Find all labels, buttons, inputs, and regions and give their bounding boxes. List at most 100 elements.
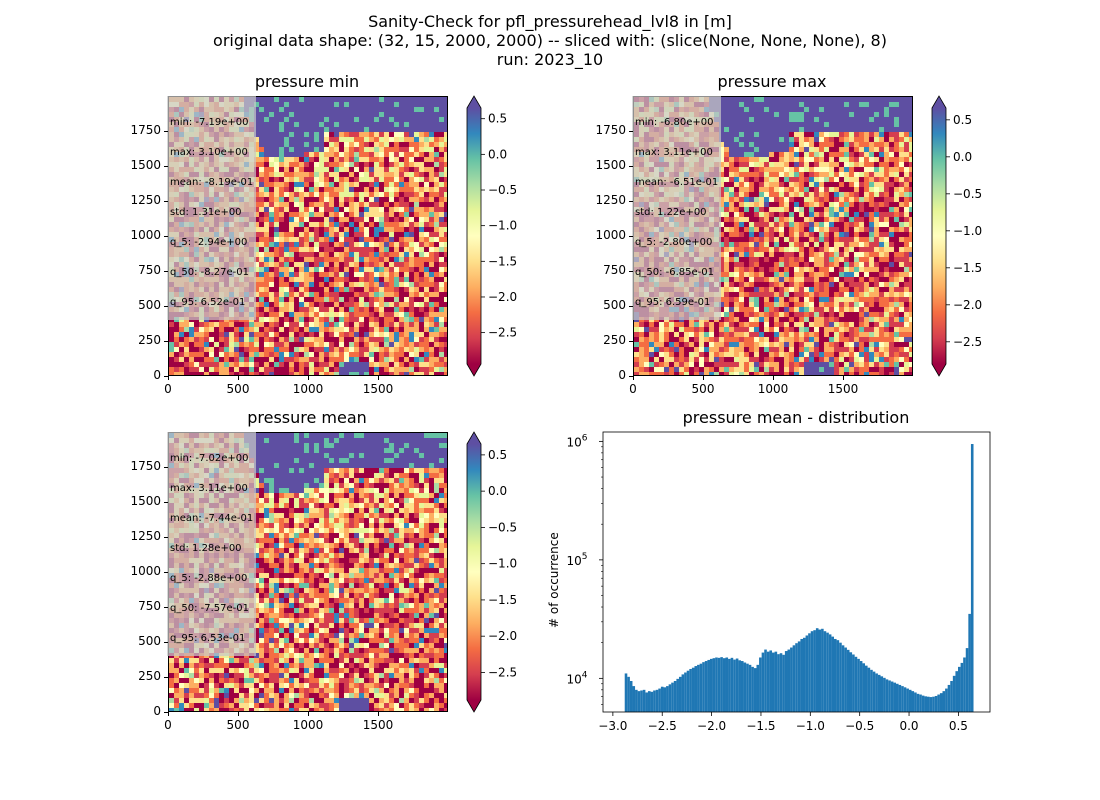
histogram-bar bbox=[970, 444, 974, 712]
colorbar-min: 0.5 0.0 −0.5 −1.0 −1.5 −2.0 −2.5 bbox=[466, 95, 517, 377]
stat-std: std: 1.28e+00 bbox=[170, 543, 242, 554]
histogram-bar bbox=[691, 667, 695, 712]
histogram-bar bbox=[753, 668, 757, 712]
histogram-bar bbox=[958, 666, 961, 712]
histogram-bar bbox=[911, 691, 915, 712]
colorbar-tick-label: 0.0 bbox=[488, 484, 507, 498]
histogram-bar bbox=[666, 686, 669, 712]
histogram-bar bbox=[733, 659, 736, 712]
histogram-bar bbox=[947, 684, 951, 712]
colorbar-tick-label: −2.5 bbox=[488, 326, 517, 340]
histogram-bar bbox=[903, 687, 907, 712]
histogram-bar bbox=[810, 631, 814, 712]
histogram-bar bbox=[906, 688, 909, 712]
histogram-bar bbox=[676, 678, 679, 712]
panel-title-min: pressure min bbox=[254, 72, 360, 91]
y-tick-label: 0 bbox=[153, 704, 161, 718]
colorbar-extend-max bbox=[932, 96, 946, 108]
figure-title-line-3: run: 2023_10 bbox=[496, 50, 604, 69]
histogram-bar bbox=[787, 649, 791, 712]
colorbar-tick-label: −1.0 bbox=[953, 224, 982, 238]
x-tick-label: 1500 bbox=[827, 382, 859, 396]
histogram-bar bbox=[921, 695, 925, 712]
histogram-bar bbox=[813, 630, 816, 712]
histogram-bar bbox=[686, 670, 690, 712]
histogram-bar bbox=[632, 686, 636, 712]
histogram-bar bbox=[694, 666, 698, 712]
histogram-bar bbox=[709, 658, 713, 712]
histogram-bar bbox=[893, 682, 897, 712]
histogram-bar bbox=[859, 661, 863, 712]
histogram-bar bbox=[934, 695, 938, 712]
colorbar-outline bbox=[466, 431, 482, 713]
histogram-bar bbox=[697, 664, 700, 712]
histogram-bar bbox=[673, 680, 677, 712]
y-tick-mark bbox=[629, 270, 633, 272]
y-tick-mark bbox=[164, 130, 168, 132]
histogram-y-tick-label: 106 bbox=[566, 433, 587, 449]
histogram-bar bbox=[867, 667, 871, 712]
histogram-bar bbox=[738, 660, 741, 712]
colorbar-extend-max bbox=[467, 96, 481, 108]
colorbar-tick-label: −1.0 bbox=[488, 557, 517, 571]
histogram-bar bbox=[678, 676, 682, 712]
stat-min: min: -7.02e+00 bbox=[170, 453, 249, 464]
x-tick-label: 1000 bbox=[292, 382, 324, 396]
x-tick-mark bbox=[632, 376, 634, 380]
histogram-bar bbox=[831, 636, 834, 712]
histogram-bar bbox=[914, 692, 917, 712]
x-tick-label: 0 bbox=[164, 382, 172, 396]
histogram-bar bbox=[942, 691, 946, 712]
histogram-bar bbox=[929, 697, 933, 712]
histogram-bar bbox=[927, 696, 930, 712]
figure-title: Sanity-Check for pfl_pressurehead_lvl8 i… bbox=[0, 12, 1100, 69]
histogram-title: pressure mean - distribution bbox=[682, 408, 910, 427]
histogram-bar bbox=[715, 657, 718, 712]
colorbar-tick-label: −2.0 bbox=[488, 629, 517, 643]
stat-q5: q_5: -2.94e+00 bbox=[170, 237, 248, 248]
histogram-bar bbox=[795, 643, 798, 712]
stat-mean: mean: -6.51e-01 bbox=[635, 177, 719, 188]
y-tick-mark bbox=[629, 130, 633, 132]
y-tick-mark bbox=[629, 235, 633, 237]
histogram-y-tick-label: 104 bbox=[566, 670, 587, 686]
histogram-bar bbox=[849, 652, 853, 712]
stat-q95: q_95: 6.53e-01 bbox=[170, 633, 246, 644]
histogram-bar bbox=[668, 684, 672, 712]
histogram-bar bbox=[877, 674, 881, 712]
y-tick-label: 1250 bbox=[130, 529, 161, 543]
histogram-x-tick-label: −2.0 bbox=[697, 719, 726, 733]
x-tick-mark bbox=[377, 376, 379, 380]
stat-max: max: 3.10e+00 bbox=[170, 147, 248, 158]
histogram-y-tick-label: 105 bbox=[566, 552, 587, 568]
stat-min: min: -6.80e+00 bbox=[635, 117, 714, 128]
histogram-bar bbox=[769, 650, 772, 712]
colorbar-tick-label: 0.5 bbox=[488, 112, 507, 126]
figure-title-line-1: Sanity-Check for pfl_pressurehead_lvl8 i… bbox=[368, 12, 732, 31]
histogram-bar bbox=[841, 645, 845, 712]
histogram-bar bbox=[852, 654, 855, 712]
histogram-bar bbox=[952, 675, 956, 712]
histogram-bar bbox=[663, 687, 667, 712]
y-tick-label: 500 bbox=[603, 298, 626, 312]
colorbar-tick-label: −0.5 bbox=[488, 520, 517, 534]
histogram-bar bbox=[658, 688, 661, 712]
x-tick-mark bbox=[237, 712, 239, 716]
histogram-bar bbox=[645, 692, 648, 712]
histogram-bar bbox=[797, 641, 801, 712]
histogram-bar bbox=[766, 651, 770, 712]
histogram-bar bbox=[844, 647, 847, 712]
histogram-bar bbox=[777, 654, 780, 712]
y-tick-label: 1500 bbox=[130, 158, 161, 172]
histogram-bar bbox=[955, 671, 959, 712]
y-tick-mark bbox=[164, 641, 168, 643]
histogram-bar bbox=[704, 661, 708, 712]
colorbar-tick-label: 0.0 bbox=[953, 150, 972, 164]
stat-std: std: 1.22e+00 bbox=[635, 207, 707, 218]
histogram-x-tick-label: −3.0 bbox=[598, 719, 627, 733]
histogram-bar bbox=[684, 672, 687, 712]
colorbar-extend-min bbox=[467, 700, 481, 712]
y-tick-mark bbox=[164, 305, 168, 307]
y-tick-mark bbox=[164, 536, 168, 538]
